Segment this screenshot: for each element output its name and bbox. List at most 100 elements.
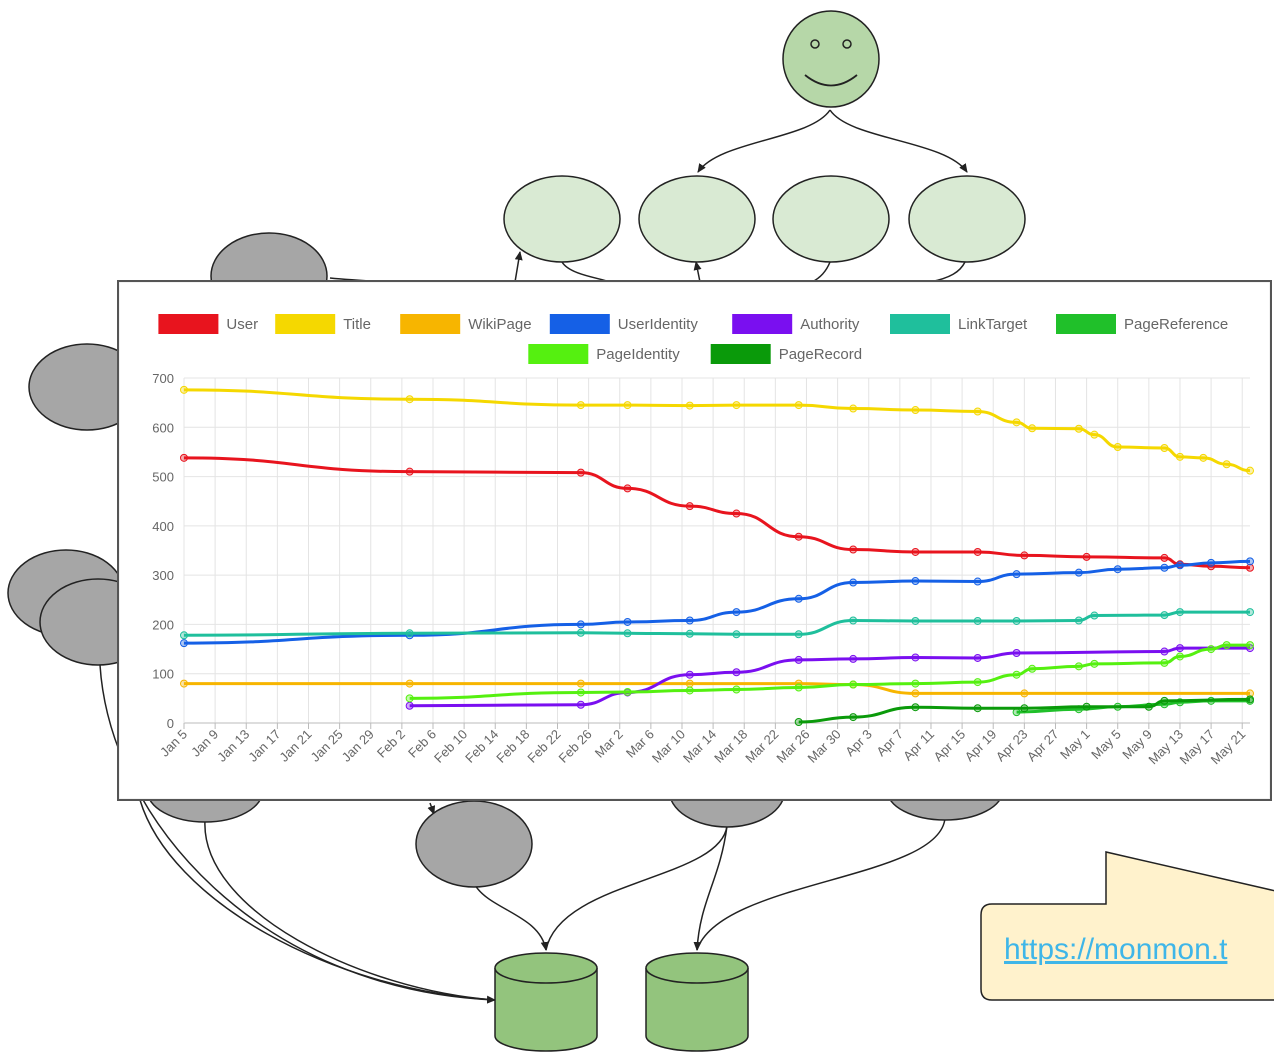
data-point-linktarget <box>623 629 632 638</box>
data-point-linktarget <box>849 616 858 625</box>
data-point-title <box>1199 453 1208 462</box>
data-point-title <box>794 401 803 410</box>
data-point-pagerecord <box>911 703 920 712</box>
data-point-title <box>732 401 741 410</box>
series-line-useridentity <box>183 559 1251 645</box>
user-smiley-node <box>782 10 880 108</box>
data-point-title <box>1175 452 1184 461</box>
data-point-pageidentity <box>1246 641 1254 650</box>
data-point-useridentity <box>794 594 803 603</box>
legend-swatch-authority <box>732 314 793 334</box>
data-point-title <box>623 401 632 410</box>
data-point-authority <box>1012 649 1021 658</box>
data-point-authority <box>973 653 982 662</box>
callout-box <box>980 851 1274 1001</box>
data-point-user <box>180 453 188 462</box>
data-point-user <box>732 509 741 518</box>
data-point-title <box>1222 460 1231 469</box>
data-point-pageidentity <box>1090 659 1099 668</box>
data-point-linktarget <box>732 630 741 639</box>
legend-label-linktarget: LinkTarget <box>958 316 1028 333</box>
data-point-useridentity <box>1175 561 1184 570</box>
y-tick-label: 0 <box>167 716 174 731</box>
data-point-pageidentity <box>911 679 920 688</box>
data-point-linktarget <box>1074 616 1083 625</box>
series-line-title <box>183 388 1251 473</box>
data-point-title <box>1074 424 1083 433</box>
data-point-title <box>1012 418 1021 427</box>
y-tick-label: 300 <box>152 568 174 583</box>
series-line-authority <box>409 646 1250 708</box>
data-point-title <box>405 395 414 404</box>
diagram-edges <box>99 109 968 1004</box>
y-tick-label: 100 <box>152 667 174 682</box>
data-point-user <box>1160 553 1169 562</box>
data-point-linktarget <box>911 616 920 625</box>
data-point-pageidentity <box>576 688 585 697</box>
data-point-title <box>576 401 585 410</box>
callout-link[interactable]: https://monmon.t <box>1004 933 1228 966</box>
data-point-pageidentity <box>849 680 858 689</box>
data-point-pageidentity <box>1175 652 1184 661</box>
legend-label-useridentity: UserIdentity <box>618 316 699 333</box>
data-point-title <box>685 401 694 410</box>
data-point-linktarget <box>1090 611 1099 620</box>
data-point-user <box>794 532 803 541</box>
y-tick-label: 400 <box>152 519 174 534</box>
data-point-user <box>685 502 694 511</box>
callout-text-clip: https://monmon.t <box>980 900 1274 1000</box>
data-point-user <box>1020 551 1029 560</box>
data-point-authority <box>911 653 920 662</box>
series-line-pagerecord <box>798 697 1251 724</box>
legend-label-pagereference: PageReference <box>1124 316 1228 333</box>
y-tick-label: 700 <box>152 371 174 386</box>
data-point-title <box>1090 430 1099 439</box>
data-point-wikipage <box>405 679 414 688</box>
data-point-pageidentity <box>1160 658 1169 667</box>
data-point-authority <box>732 668 741 677</box>
data-point-useridentity <box>1012 570 1021 579</box>
data-point-pagerecord <box>849 713 858 722</box>
legend-label-wikipage: WikiPage <box>468 316 531 333</box>
data-point-pageidentity <box>973 678 982 687</box>
database-1 <box>494 952 598 1052</box>
data-point-authority <box>794 655 803 664</box>
legend-label-user: User <box>226 316 258 333</box>
data-point-title <box>180 385 188 394</box>
data-point-pageidentity <box>623 687 632 696</box>
y-tick-label: 200 <box>152 617 174 632</box>
data-point-linktarget <box>1160 611 1169 620</box>
data-point-pageidentity <box>1074 662 1083 671</box>
legend-label-authority: Authority <box>800 316 860 333</box>
data-point-useridentity <box>623 617 632 626</box>
data-point-title <box>1113 443 1122 451</box>
data-point-useridentity <box>1160 563 1169 572</box>
data-point-pagerecord <box>1160 696 1169 705</box>
data-point-linktarget <box>576 628 585 637</box>
data-point-linktarget <box>1012 616 1021 625</box>
data-point-useridentity <box>1074 568 1083 577</box>
data-point-pagerecord <box>794 718 803 727</box>
data-point-linktarget <box>405 629 414 638</box>
data-point-title <box>1028 424 1037 433</box>
data-point-pagerecord <box>1020 704 1029 713</box>
data-point-wikipage <box>911 689 920 698</box>
data-point-pagerecord <box>1144 702 1153 711</box>
data-point-title <box>911 406 920 415</box>
legend-swatch-pageidentity <box>528 344 589 364</box>
data-point-pagerecord <box>973 704 982 713</box>
data-point-pageidentity <box>405 694 414 703</box>
series-line-user <box>183 456 1251 570</box>
data-point-linktarget <box>794 630 803 639</box>
y-tick-label: 600 <box>152 420 174 435</box>
legend-label-pagerecord: PageRecord <box>779 346 862 363</box>
series-line-linktarget <box>183 610 1250 637</box>
data-point-pageidentity <box>1012 670 1021 679</box>
data-point-authority <box>849 654 858 663</box>
data-point-useridentity <box>180 639 188 648</box>
data-point-pagerecord <box>1082 702 1091 711</box>
data-point-authority <box>1160 647 1169 656</box>
legend-swatch-useridentity <box>549 314 610 334</box>
data-point-user <box>405 467 414 476</box>
data-point-user <box>849 545 858 554</box>
